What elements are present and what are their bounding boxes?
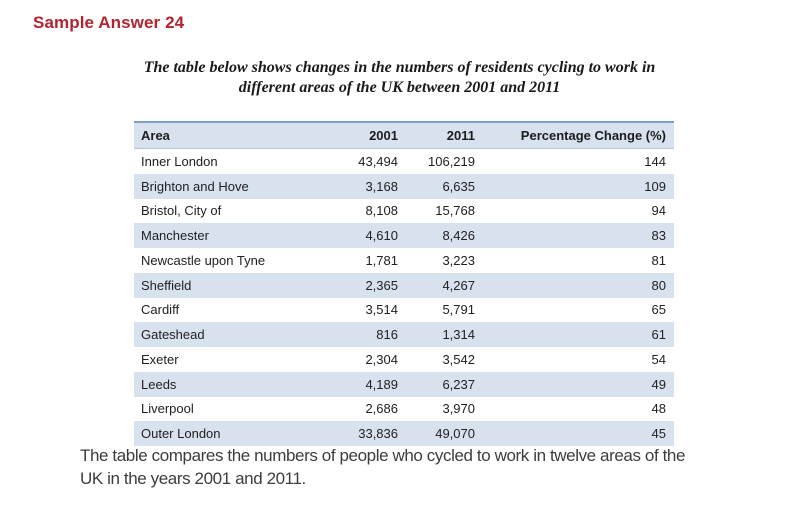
table-row: Liverpool 2,686 3,970 48	[134, 397, 674, 422]
value-2011-cell: 8,426	[406, 223, 483, 248]
area-cell: Cardiff	[141, 302, 180, 318]
percentage-change-cell: 80	[483, 272, 674, 298]
summary-paragraph: The table compares the numbers of people…	[80, 444, 795, 490]
value-2001-cell: 2,365	[330, 272, 406, 298]
area-cell: Brighton and Hove	[134, 173, 330, 199]
percentage-change-cell: 83	[483, 223, 674, 248]
percentage-change-cell: 109	[483, 173, 674, 199]
column-header-2001: 2001	[330, 122, 406, 149]
page-title: Sample Answer 24	[33, 13, 185, 32]
area-cell: Manchester	[134, 223, 330, 248]
value-2011-cell: 3,970	[442, 401, 475, 417]
value-2001-cell: 4,610	[330, 223, 406, 248]
table-row: Inner London 43,494 106,219 144	[134, 149, 674, 174]
table-row: Sheffield 2,365 4,267 80	[134, 272, 674, 298]
percentage-change-cell: 48	[651, 401, 666, 417]
value-2011-cell: 106,219	[428, 153, 475, 169]
area-cell: Outer London	[134, 421, 330, 446]
value-2011-cell: 15,768	[435, 203, 475, 219]
table-row: Outer London 33,836 49,070 45	[134, 421, 674, 446]
value-2011-cell: 3,542	[442, 351, 475, 367]
value-2001-cell: 43,494	[358, 153, 398, 169]
percentage-change-cell: 94	[651, 203, 666, 219]
value-2001-cell: 3,514	[365, 302, 398, 318]
value-2011-cell: 5,791	[442, 302, 475, 318]
value-2001-cell: 8,108	[365, 203, 398, 219]
area-cell: Inner London	[141, 153, 218, 169]
table-header: Area 2001 2011 Percentage Change (%)	[134, 122, 674, 149]
percentage-change-cell: 49	[483, 371, 674, 397]
percentage-change-cell: 54	[651, 351, 666, 367]
value-2011-cell: 49,070	[406, 421, 483, 446]
column-header-2011: 2011	[406, 122, 483, 149]
value-2001-cell: 2,304	[365, 351, 398, 367]
cycling-data-table: Area 2001 2011 Percentage Change (%) Inn…	[134, 121, 674, 446]
value-2011-cell: 6,237	[406, 371, 483, 397]
area-cell: Gateshead	[134, 322, 330, 347]
value-2001-cell: 33,836	[330, 421, 406, 446]
table-header-row: Area 2001 2011 Percentage Change (%)	[134, 122, 674, 149]
value-2001-cell: 816	[330, 322, 406, 347]
table-row: Brighton and Hove 3,168 6,635 109	[134, 173, 674, 199]
area-cell: Bristol, City of	[141, 203, 222, 219]
area-cell: Leeds	[134, 371, 330, 397]
value-2011-cell: 1,314	[406, 322, 483, 347]
value-2011-cell: 3,223	[442, 252, 475, 268]
table-row: Cardiff 3,514 5,791 65	[134, 298, 674, 323]
summary-line-1: The table compares the numbers of people…	[80, 446, 686, 465]
table-row: Manchester 4,610 8,426 83	[134, 223, 674, 248]
area-cell: Liverpool	[141, 401, 194, 417]
value-2011-cell: 4,267	[406, 272, 483, 298]
value-2001-cell: 1,781	[365, 252, 398, 268]
table-caption-line-1: The table below shows changes in the num…	[143, 59, 656, 76]
table-caption: The table below shows changes in the num…	[0, 58, 799, 98]
value-2001-cell: 3,168	[330, 173, 406, 199]
percentage-change-cell: 61	[483, 322, 674, 347]
column-header-percentage-change: Percentage Change (%)	[483, 122, 674, 149]
percentage-change-cell: 65	[651, 302, 666, 318]
area-cell: Newcastle upon Tyne	[141, 252, 266, 268]
table-row: Gateshead 816 1,314 61	[134, 322, 674, 347]
area-cell: Sheffield	[134, 272, 330, 298]
table-row: Leeds 4,189 6,237 49	[134, 371, 674, 397]
table-row: Newcastle upon Tyne 1,781 3,223 81	[134, 248, 674, 273]
percentage-change-cell: 45	[483, 421, 674, 446]
percentage-change-cell: 81	[651, 252, 666, 268]
table-row: Exeter 2,304 3,542 54	[134, 347, 674, 372]
area-cell: Exeter	[141, 351, 179, 367]
value-2001-cell: 2,686	[365, 401, 398, 417]
summary-line-2: UK in the years 2001 and 2011.	[80, 469, 306, 488]
value-2001-cell: 4,189	[330, 371, 406, 397]
table-body: Inner London 43,494 106,219 144 Brighton…	[134, 149, 674, 446]
table-caption-line-2: different areas of the UK between 2001 a…	[238, 79, 561, 96]
data-table-container: Area 2001 2011 Percentage Change (%) Inn…	[134, 121, 674, 446]
value-2011-cell: 6,635	[406, 173, 483, 199]
table-row: Bristol, City of 8,108 15,768 94	[134, 199, 674, 224]
column-header-area: Area	[134, 122, 330, 149]
percentage-change-cell: 144	[644, 153, 666, 169]
